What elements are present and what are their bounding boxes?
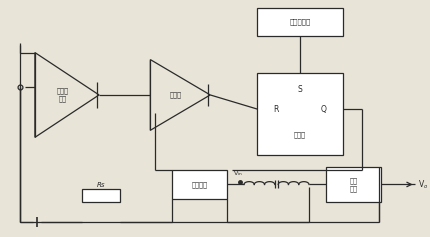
Text: 开关器件: 开关器件 xyxy=(191,181,207,188)
Bar xyxy=(257,8,342,36)
Text: V$_o$: V$_o$ xyxy=(417,178,427,191)
Text: 时钟发生器: 时钟发生器 xyxy=(289,18,310,25)
Text: Rs: Rs xyxy=(97,182,105,188)
Bar xyxy=(325,167,381,202)
Text: R: R xyxy=(273,105,278,114)
Bar xyxy=(257,73,342,155)
Text: 锁存器: 锁存器 xyxy=(293,131,305,138)
Text: 误差放
大器: 误差放 大器 xyxy=(57,88,68,102)
Text: 比较器: 比较器 xyxy=(169,92,181,98)
Text: Q: Q xyxy=(320,105,326,114)
Bar xyxy=(82,189,120,201)
Text: 输出
整流: 输出 整流 xyxy=(349,177,356,191)
Text: V$_{\rm in}$: V$_{\rm in}$ xyxy=(232,169,242,178)
Bar xyxy=(171,170,227,199)
Text: S: S xyxy=(297,85,302,94)
